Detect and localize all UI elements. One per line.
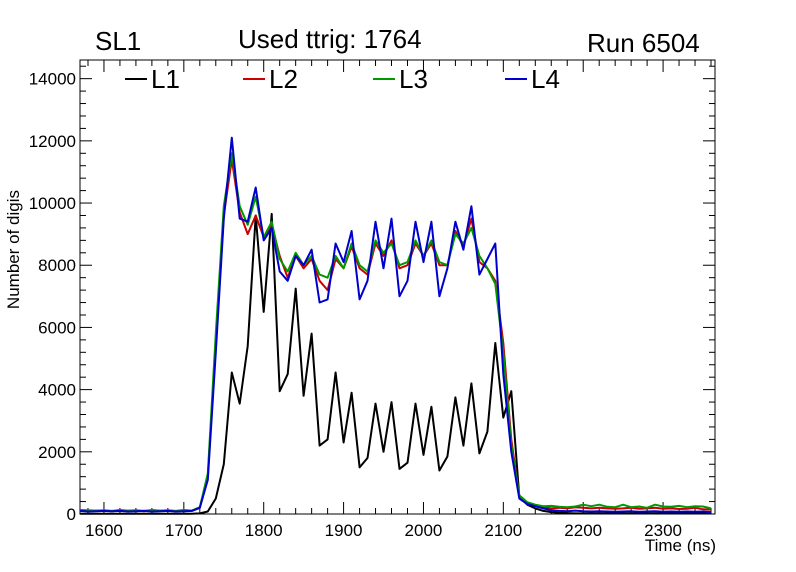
legend-label-l3: L3 — [399, 63, 428, 94]
x-tick-label: 1800 — [245, 521, 283, 540]
x-tick-label: 2100 — [484, 521, 522, 540]
series-line-l3 — [79, 152, 712, 512]
y-tick-label: 12000 — [29, 132, 76, 151]
chart-title: Used ttrig: 1764 — [238, 24, 422, 54]
plot-frame — [79, 59, 716, 515]
axis-ticks: 1600 1700 1800 1900 2000 2100 2200 2300 0 2000 400… — [29, 60, 715, 540]
superlayer-label: SL1 — [95, 26, 142, 56]
legend-swatch-l1 — [125, 78, 147, 80]
y-tick-label: 8000 — [38, 256, 76, 275]
x-tick-label: 2200 — [564, 521, 602, 540]
y-tick-label: 14000 — [29, 70, 76, 89]
x-tick-label: 1700 — [165, 521, 203, 540]
legend-item-l1: L1 — [125, 64, 180, 94]
series-line-l4 — [79, 136, 712, 514]
y-tick-label: 4000 — [38, 381, 76, 400]
y-tick-label: 0 — [67, 505, 76, 524]
legend-item-l4: L4 — [505, 64, 560, 94]
x-axis-label: Time (ns) — [644, 536, 716, 555]
legend-swatch-l2 — [243, 78, 265, 80]
x-tick-label: 2000 — [405, 521, 443, 540]
legend-label-l1: L1 — [151, 63, 180, 94]
y-tick-label: 2000 — [38, 443, 76, 462]
legend-item-l2: L2 — [243, 64, 298, 94]
x-tick-label: 2300 — [644, 521, 682, 540]
legend-swatch-l3 — [373, 78, 395, 80]
series-line-l2 — [79, 158, 712, 513]
series-line-l1 — [80, 212, 711, 515]
legend-swatch-l4 — [505, 78, 527, 80]
y-axis-label: Number of digis — [4, 190, 23, 310]
x-tick-label: 1600 — [85, 521, 123, 540]
run-label: Run 6504 — [587, 28, 700, 58]
y-tick-label: 10000 — [29, 194, 76, 213]
series-lines — [79, 136, 712, 515]
legend-item-l3: L3 — [373, 64, 428, 94]
legend-label-l2: L2 — [269, 63, 298, 94]
legend-label-l4: L4 — [531, 63, 560, 94]
x-tick-label: 1900 — [325, 521, 363, 540]
y-tick-label: 6000 — [38, 318, 76, 337]
